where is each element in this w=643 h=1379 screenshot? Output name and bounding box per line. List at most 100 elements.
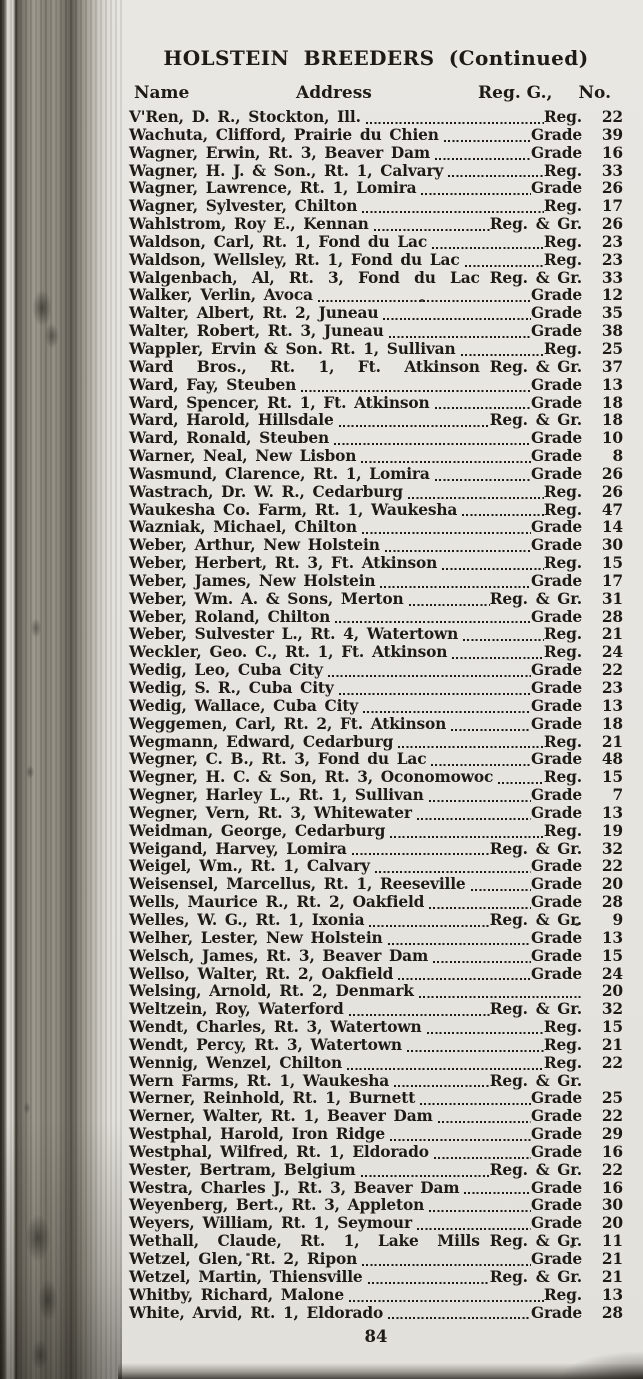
reg-type: Reg. & Gr.: [489, 589, 582, 608]
column-headers: Name Address Reg. G., No.: [129, 83, 623, 105]
table-row: Waldson, Wellsley, Rt. 1, Fond du Lac Re…: [129, 250, 623, 270]
table-row: V'Ren, D. R., Stockton, Ill. Reg. 22: [129, 108, 623, 127]
dot-leader: [380, 585, 531, 588]
breeder-name-address: Welsing, Arnold, Rt. 2, Denmark: [129, 982, 414, 1001]
herd-count: 15: [601, 554, 623, 573]
breeder-name-address: Walter, Robert, Rt. 3, Juneau: [129, 322, 384, 341]
reg-type: Grade: [530, 125, 582, 144]
herd-count: 29: [601, 1125, 623, 1144]
table-row: Weltzein, Roy, Waterford Reg. & Gr. 32: [129, 1000, 623, 1019]
herd-count: 13: [601, 803, 623, 822]
dot-leader: [362, 211, 544, 214]
breeder-name-address: Wazniak, Michael, Chilton: [129, 518, 357, 537]
reg-type: Reg.: [543, 339, 582, 358]
herd-count: 15: [601, 768, 623, 787]
dot-leader: [301, 389, 531, 392]
breeder-name-address: Walter, Albert, Rt. 2, Juneau: [129, 304, 379, 323]
table-row: Weber, Sulvester L., Rt. 4, Watertown Re…: [129, 626, 623, 644]
dot-leader: [437, 1121, 531, 1124]
breeder-name-address: Weckler, Geo. C., Rt. 1, Ft. Atkinson: [129, 643, 448, 662]
herd-count: 18: [601, 393, 623, 412]
dot-leader: [433, 960, 531, 963]
dot-leader: [434, 478, 531, 481]
dot-leader: [351, 853, 490, 856]
herd-count: 25: [601, 1089, 623, 1108]
dot-leader: [407, 496, 544, 499]
dot-leader: [365, 121, 544, 124]
breeder-name-address: Wethall, Claude, Rt. 1, Lake Mills: [129, 1232, 480, 1251]
dot-leader: [348, 1014, 490, 1017]
dot-leader: [394, 1085, 490, 1088]
table-row: Weber, Wm. A. & Sons, Merton Reg. & Gr. …: [129, 589, 623, 609]
table-row: Wellso, Walter, Rt. 2, Oakfield Grade 24: [129, 965, 623, 984]
breeder-name-address: Welles, W. G., Rt. 1, Ixonia: [129, 910, 365, 929]
table-row: Wegner, H. C. & Son, Rt. 3, Oconomowoc R…: [129, 768, 623, 787]
breeder-name-address: Waukesha Co. Farm, Rt. 1, Waukesha: [129, 500, 458, 519]
dot-leader: [390, 835, 544, 838]
dot-leader: [406, 1049, 544, 1052]
breeder-name-address: Weber, Sulvester L., Rt. 4, Watertown: [129, 625, 459, 644]
herd-count: 33: [601, 268, 623, 287]
herd-count: 28: [601, 607, 623, 626]
reg-type: Reg. & Gr.: [489, 1267, 582, 1286]
table-row: Walter, Robert, Rt. 3, Juneau Grade 38: [129, 322, 623, 341]
herd-count: 20: [601, 1214, 623, 1233]
reg-type: Grade: [530, 1196, 582, 1215]
table-row: Wegner, C. B., Rt. 3, Fond du Lac Grade …: [129, 751, 623, 769]
reg-type: Reg.: [543, 197, 582, 216]
herd-count: 22: [601, 1107, 623, 1126]
herd-count: 31: [601, 589, 623, 608]
herd-count: 20: [601, 875, 623, 894]
table-row: Wedig, S. R., Cuba City Grade 23: [129, 679, 623, 698]
herd-count: 13: [601, 928, 623, 947]
table-row: Wastrach, Dr. W. R., Cedarburg Reg. 26: [129, 482, 623, 502]
herd-count: 16: [601, 1142, 623, 1161]
reg-type: Reg.: [543, 232, 582, 251]
herd-count: 35: [601, 304, 623, 323]
dot-leader: [338, 425, 490, 428]
breeder-name-address: Wagner, H. J. & Son., Rt. 1, Calvary: [129, 161, 444, 180]
table-row: Wegmann, Edward, Cedarburg Reg. 21: [129, 732, 623, 752]
reg-type: Grade: [530, 536, 582, 555]
table-row: White, Arvid, Rt. 1, Eldorado Grade 28: [129, 1303, 623, 1323]
reg-type: Reg.: [543, 482, 582, 501]
herd-count: 8: [612, 447, 623, 466]
dot-leader: [418, 996, 582, 999]
breeder-name-address: Werner, Reinhold, Rt. 1, Burnett: [129, 1089, 416, 1108]
herd-count: 20: [601, 982, 623, 1001]
breeder-name-address: Wagner, Lawrence, Rt. 1, Lomira: [129, 179, 417, 198]
dot-leader: [420, 1103, 531, 1106]
herd-count: 15: [601, 1018, 623, 1037]
dot-leader: [327, 675, 531, 677]
reg-type: Reg.: [543, 732, 582, 751]
dot-leader: [421, 193, 531, 196]
herd-count: 28: [601, 893, 623, 912]
dot-leader: [464, 1192, 531, 1195]
breeder-name-address: Wasmund, Clarence, Rt. 1, Lomira: [129, 464, 430, 483]
breeder-name-address: Weggemen, Carl, Rt. 2, Ft. Atkinson: [129, 714, 447, 733]
herd-count: 7: [612, 786, 623, 805]
reg-type: Reg.: [543, 1018, 582, 1037]
reg-type: Grade: [530, 928, 582, 947]
reg-type: Reg. & Gr.: [489, 1071, 582, 1090]
herd-count: 22: [601, 661, 623, 680]
dot-leader: [389, 1138, 531, 1141]
herd-count: 13: [601, 1285, 623, 1304]
page-content: HOLSTEIN BREEDERS (Continued) Name Addre…: [129, 0, 623, 1379]
table-row: Welles, W. G., Rt. 1, Ixonia Reg. & Gr. …: [129, 910, 623, 930]
breeder-name-address: Wendt, Charles, Rt. 3, Watertown: [129, 1018, 422, 1037]
table-row: Welher, Lester, New Holstein Grade 13: [129, 928, 623, 948]
dot-leader: [398, 978, 531, 981]
reg-type: Grade: [530, 1303, 582, 1322]
dot-leader: [335, 621, 531, 624]
dot-leader: [464, 264, 544, 267]
table-row: Wetzel, Martin, Thiensville Reg. & Gr. 2…: [129, 1267, 623, 1287]
table-row: Westphal, Harold, Iron Ridge Grade 29: [129, 1125, 623, 1144]
dot-leader: [338, 692, 531, 695]
breeder-name-address: Wells, Maurice R., Rt. 2, Oakfield: [129, 893, 425, 912]
reg-type: Reg.: [543, 250, 582, 269]
dot-leader: [361, 532, 531, 535]
table-row: Wegner, Harley L., Rt. 1, Sullivan Grade…: [129, 786, 623, 805]
table-row: Wasmund, Clarence, Rt. 1, Lomira Grade 2…: [129, 464, 623, 484]
table-row: Werner, Reinhold, Rt. 1, Burnett Grade 2…: [129, 1090, 623, 1108]
